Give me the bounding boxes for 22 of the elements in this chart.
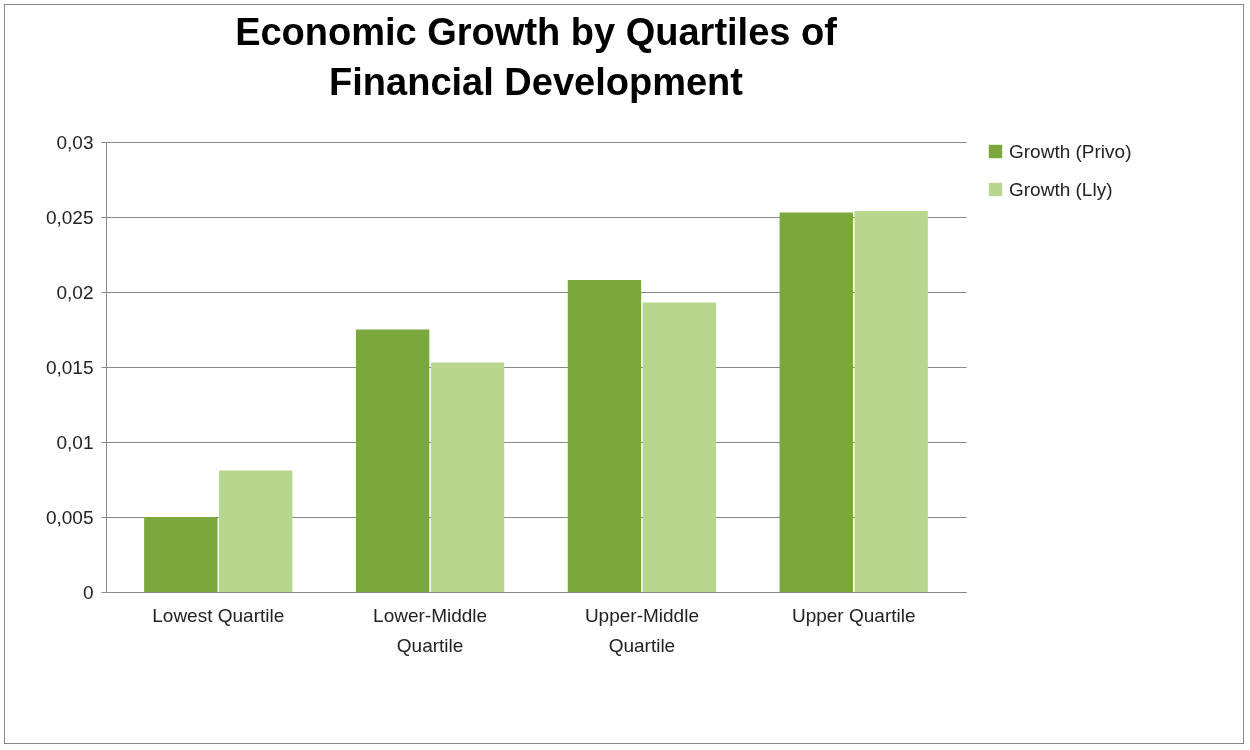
- x-tick-label: Lower-Middle Quartile: [373, 604, 488, 656]
- y-tick-label: 0,005: [45, 506, 94, 528]
- legend-label: Growth (Lly): [1009, 178, 1113, 200]
- y-tick-label: 0,03: [56, 131, 94, 153]
- x-tick-label: Lowest Quartile: [152, 604, 285, 626]
- bar: [430, 362, 505, 592]
- x-tick-label: Upper-Middle Quartile: [584, 604, 699, 656]
- bar: [219, 470, 293, 592]
- bar: [355, 329, 430, 592]
- legend-label: Growth (Privo): [1009, 140, 1132, 162]
- x-tick-label: Upper Quartile: [791, 604, 916, 626]
- bar: [642, 302, 717, 592]
- bar: [567, 280, 642, 592]
- y-tick-label: 0: [82, 581, 94, 603]
- y-tick-label: 0,01: [56, 431, 94, 453]
- y-tick-label: 0,025: [45, 206, 94, 228]
- bar: [854, 211, 928, 592]
- y-tick-label: 0,02: [56, 281, 94, 303]
- y-tick-label: 0,015: [45, 356, 94, 378]
- bar: [144, 517, 218, 592]
- bar: [779, 212, 853, 592]
- chart-title: Economic Growth by Quartiles of Financial Development: [235, 11, 838, 103]
